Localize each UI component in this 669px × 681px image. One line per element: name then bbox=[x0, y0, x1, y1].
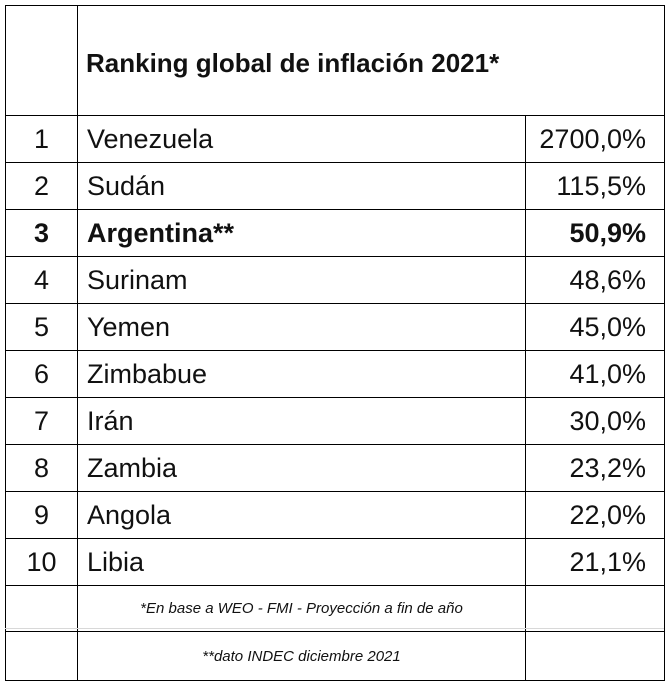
rank-cell: 5 bbox=[5, 303, 78, 351]
title-empty-cell bbox=[5, 5, 78, 116]
country-cell: Zambia bbox=[77, 444, 526, 492]
rank-cell: 6 bbox=[5, 350, 78, 398]
rank-cell: 8 bbox=[5, 444, 78, 492]
inflation-value-cell: 50,9% bbox=[525, 209, 665, 257]
footnote-empty-cell bbox=[525, 631, 665, 681]
table-row: 6 Zimbabue 41,0% bbox=[5, 350, 665, 398]
country-cell: Irán bbox=[77, 397, 526, 445]
footnote-indec: **dato INDEC diciembre 2021 bbox=[77, 631, 526, 681]
table-row: 7 Irán 30,0% bbox=[5, 397, 665, 445]
inflation-value-cell: 115,5% bbox=[525, 162, 665, 210]
table-body: Ranking global de inflación 2021* 1 Vene… bbox=[5, 5, 665, 681]
country-cell: Zimbabue bbox=[77, 350, 526, 398]
rank-cell: 2 bbox=[5, 162, 78, 210]
spreadsheet-gridline bbox=[5, 628, 664, 629]
rank-cell: 3 bbox=[5, 209, 78, 257]
table-row: 5 Yemen 45,0% bbox=[5, 303, 665, 351]
inflation-value-cell: 21,1% bbox=[525, 538, 665, 586]
footnote-row: *En base a WEO - FMI - Proyección a fin … bbox=[5, 585, 665, 632]
inflation-value-cell: 30,0% bbox=[525, 397, 665, 445]
rank-cell: 10 bbox=[5, 538, 78, 586]
footnote-source: *En base a WEO - FMI - Proyección a fin … bbox=[77, 585, 526, 632]
country-cell: Argentina** bbox=[77, 209, 526, 257]
inflation-value-cell: 45,0% bbox=[525, 303, 665, 351]
table-row: 10 Libia 21,1% bbox=[5, 538, 665, 586]
country-cell: Venezuela bbox=[77, 115, 526, 163]
table-row: 8 Zambia 23,2% bbox=[5, 444, 665, 492]
country-cell: Libia bbox=[77, 538, 526, 586]
rank-cell: 7 bbox=[5, 397, 78, 445]
rank-cell: 9 bbox=[5, 491, 78, 539]
table-row: 1 Venezuela 2700,0% bbox=[5, 115, 665, 163]
inflation-value-cell: 23,2% bbox=[525, 444, 665, 492]
country-cell: Sudán bbox=[77, 162, 526, 210]
inflation-ranking-table: Ranking global de inflación 2021* 1 Vene… bbox=[5, 5, 665, 681]
footnote-empty-cell bbox=[525, 585, 665, 632]
footnote-empty-cell bbox=[5, 631, 78, 681]
country-cell: Angola bbox=[77, 491, 526, 539]
country-cell: Surinam bbox=[77, 256, 526, 304]
footnote-empty-cell bbox=[5, 585, 78, 632]
inflation-value-cell: 41,0% bbox=[525, 350, 665, 398]
table-title: Ranking global de inflación 2021* bbox=[77, 5, 665, 116]
inflation-value-cell: 48,6% bbox=[525, 256, 665, 304]
table-title-row: Ranking global de inflación 2021* bbox=[5, 5, 665, 116]
rank-cell: 4 bbox=[5, 256, 78, 304]
country-cell: Yemen bbox=[77, 303, 526, 351]
table-row-highlighted: 3 Argentina** 50,9% bbox=[5, 209, 665, 257]
inflation-value-cell: 2700,0% bbox=[525, 115, 665, 163]
inflation-value-cell: 22,0% bbox=[525, 491, 665, 539]
footnote-row: **dato INDEC diciembre 2021 bbox=[5, 631, 665, 681]
table-row: 9 Angola 22,0% bbox=[5, 491, 665, 539]
table-row: 2 Sudán 115,5% bbox=[5, 162, 665, 210]
table-row: 4 Surinam 48,6% bbox=[5, 256, 665, 304]
rank-cell: 1 bbox=[5, 115, 78, 163]
